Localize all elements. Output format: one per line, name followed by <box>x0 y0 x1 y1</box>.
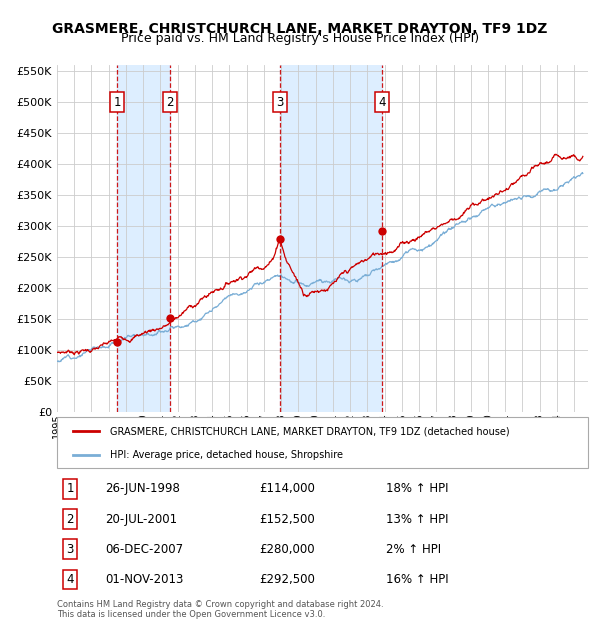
Text: 1: 1 <box>113 96 121 108</box>
Text: GRASMERE, CHRISTCHURCH LANE, MARKET DRAYTON, TF9 1DZ: GRASMERE, CHRISTCHURCH LANE, MARKET DRAY… <box>52 22 548 36</box>
Text: Price paid vs. HM Land Registry's House Price Index (HPI): Price paid vs. HM Land Registry's House … <box>121 32 479 45</box>
Text: £280,000: £280,000 <box>259 542 314 556</box>
Text: 3: 3 <box>276 96 283 108</box>
Text: GRASMERE, CHRISTCHURCH LANE, MARKET DRAYTON, TF9 1DZ (detached house): GRASMERE, CHRISTCHURCH LANE, MARKET DRAY… <box>110 426 510 436</box>
Text: HPI: Average price, detached house, Shropshire: HPI: Average price, detached house, Shro… <box>110 450 343 460</box>
Text: Contains HM Land Registry data © Crown copyright and database right 2024.
This d: Contains HM Land Registry data © Crown c… <box>57 600 383 619</box>
Text: 06-DEC-2007: 06-DEC-2007 <box>105 542 183 556</box>
FancyBboxPatch shape <box>57 417 588 468</box>
Text: 18% ↑ HPI: 18% ↑ HPI <box>386 482 449 495</box>
Text: 2: 2 <box>67 513 74 526</box>
Text: £292,500: £292,500 <box>259 573 314 586</box>
Bar <box>280 65 382 412</box>
Text: 2: 2 <box>166 96 173 108</box>
Text: 4: 4 <box>67 573 74 586</box>
Text: 4: 4 <box>378 96 385 108</box>
Text: 16% ↑ HPI: 16% ↑ HPI <box>386 573 449 586</box>
Text: 1: 1 <box>67 482 74 495</box>
Bar <box>117 65 170 412</box>
Text: 01-NOV-2013: 01-NOV-2013 <box>105 573 183 586</box>
Text: 26-JUN-1998: 26-JUN-1998 <box>105 482 179 495</box>
Text: 2% ↑ HPI: 2% ↑ HPI <box>386 542 442 556</box>
Text: £114,000: £114,000 <box>259 482 314 495</box>
Text: 13% ↑ HPI: 13% ↑ HPI <box>386 513 449 526</box>
Text: 20-JUL-2001: 20-JUL-2001 <box>105 513 177 526</box>
Text: £152,500: £152,500 <box>259 513 314 526</box>
Text: 3: 3 <box>67 542 74 556</box>
